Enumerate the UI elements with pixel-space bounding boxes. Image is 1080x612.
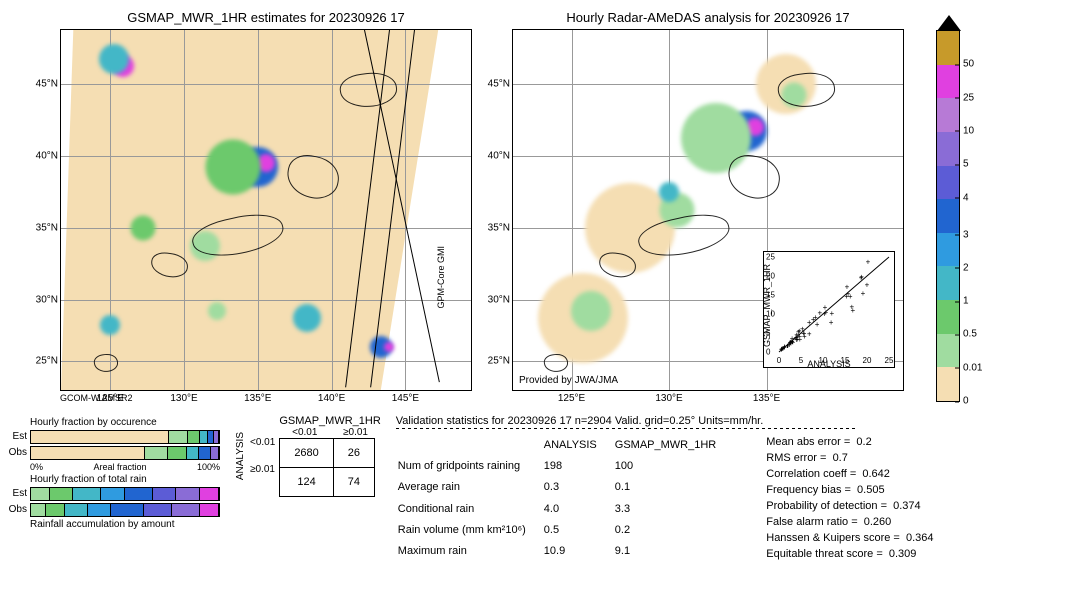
left-map-title: GSMAP_MWR_1HR estimates for 20230926 17 bbox=[60, 10, 472, 25]
validation-block: Validation statistics for 20230926 17 n=… bbox=[396, 415, 936, 563]
svg-text:+: + bbox=[866, 257, 871, 266]
svg-text:+: + bbox=[829, 318, 834, 327]
colorbar: 00.010.512345102550 bbox=[936, 30, 960, 402]
occ-title: Hourly fraction by occurence bbox=[30, 417, 220, 428]
tot-title: Hourly fraction of total rain bbox=[30, 474, 220, 485]
fraction-block: Hourly fraction by occurence Est Obs 0%A… bbox=[30, 415, 220, 532]
svg-text:+: + bbox=[849, 303, 854, 312]
svg-text:+: + bbox=[779, 345, 784, 354]
svg-text:+: + bbox=[861, 289, 866, 298]
svg-text:+: + bbox=[846, 290, 851, 299]
svg-text:+: + bbox=[830, 309, 835, 318]
acc-title: Rainfall accumulation by amount bbox=[30, 519, 220, 530]
svg-text:+: + bbox=[865, 281, 870, 290]
right-map: 45°N40°N35°N30°N25°N125°E130°E135°EProvi… bbox=[512, 29, 904, 391]
svg-text:+: + bbox=[823, 303, 828, 312]
svg-text:+: + bbox=[807, 318, 812, 327]
svg-text:+: + bbox=[794, 330, 799, 339]
svg-text:+: + bbox=[802, 332, 807, 341]
left-map: 45°N40°N35°N30°N25°N125°E130°E135°E140°E… bbox=[60, 29, 472, 391]
svg-text:+: + bbox=[859, 273, 864, 282]
svg-text:+: + bbox=[815, 320, 820, 329]
contingency-table: ANALYSIS <0.01 ≥0.01 GSMAP_MWR_1HR <0.01… bbox=[235, 415, 381, 497]
svg-text:+: + bbox=[818, 309, 823, 318]
right-map-title: Hourly Radar-AMeDAS analysis for 2023092… bbox=[512, 10, 904, 25]
validation-title: Validation statistics for 20230926 17 n=… bbox=[396, 415, 936, 427]
svg-text:+: + bbox=[807, 330, 812, 339]
